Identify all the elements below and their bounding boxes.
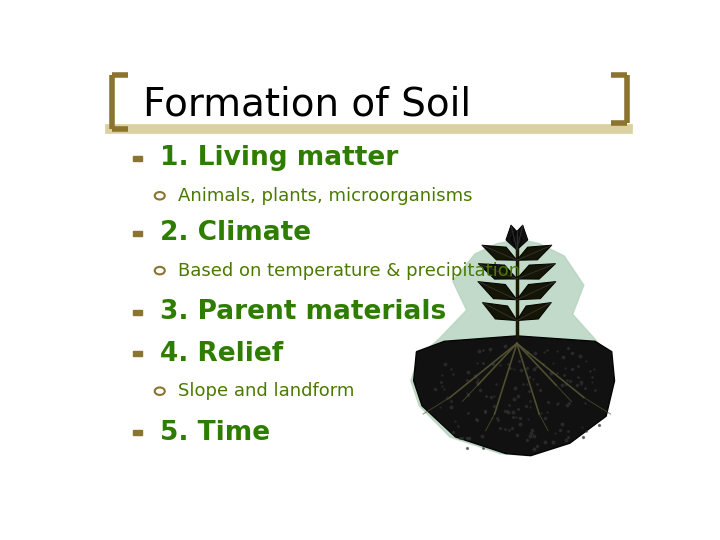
FancyBboxPatch shape [133,310,142,315]
Text: Based on temperature & precipitation: Based on temperature & precipitation [178,261,521,280]
Text: 1. Living matter: 1. Living matter [160,145,398,171]
PathPatch shape [517,264,555,279]
FancyBboxPatch shape [133,156,142,161]
Text: Formation of Soil: Formation of Soil [143,85,471,123]
Circle shape [155,267,165,274]
PathPatch shape [517,282,556,300]
PathPatch shape [411,239,615,456]
PathPatch shape [478,282,517,300]
PathPatch shape [414,336,615,456]
Text: Animals, plants, microorganisms: Animals, plants, microorganisms [178,187,472,205]
PathPatch shape [482,245,517,260]
Text: 2. Climate: 2. Climate [160,220,311,246]
Text: 4. Relief: 4. Relief [160,341,283,367]
Text: 3. Parent materials: 3. Parent materials [160,299,446,325]
PathPatch shape [479,264,517,279]
FancyBboxPatch shape [133,430,142,435]
Text: Slope and landform: Slope and landform [178,382,354,400]
Circle shape [155,192,165,199]
PathPatch shape [511,225,528,250]
PathPatch shape [517,302,551,321]
PathPatch shape [482,302,517,321]
PathPatch shape [511,231,523,248]
FancyBboxPatch shape [133,352,142,356]
Circle shape [155,388,165,395]
PathPatch shape [517,245,552,260]
Text: 5. Time: 5. Time [160,420,270,446]
FancyBboxPatch shape [133,231,142,235]
PathPatch shape [506,225,523,250]
